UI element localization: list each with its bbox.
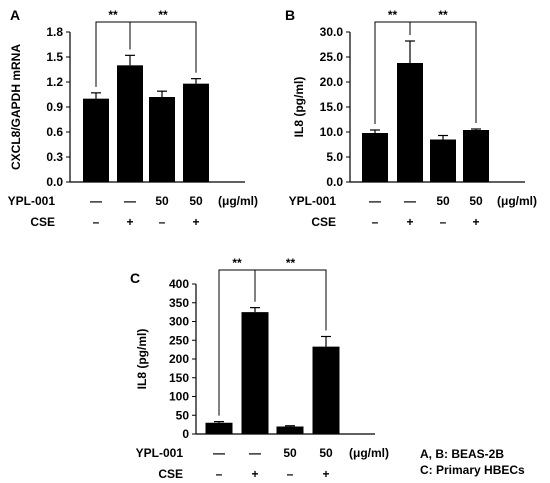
y-axis-label: IL8 (pg/ml): [292, 77, 306, 138]
treatment-cell: 50: [283, 446, 297, 460]
y-tick-label: 0.0: [46, 175, 63, 189]
y-tick-label: 0.0: [326, 175, 343, 189]
y-tick-label: 25.0: [320, 50, 344, 64]
significance-bracket: [129, 21, 197, 73]
legend-note-line-1: A, B: BEAS-2B: [420, 447, 504, 461]
y-tick-label: 0.9: [46, 100, 63, 114]
bar: [312, 346, 340, 434]
y-tick-label: 20.0: [320, 75, 344, 89]
treatment-cell: 50: [469, 194, 483, 208]
legend-note-line-2: C: Primary HBECs: [420, 463, 525, 477]
treatment-cell: –: [93, 215, 100, 229]
treatment-cell: +: [322, 467, 329, 481]
treatment-cell: +: [472, 215, 479, 229]
treatment-cell: +: [406, 215, 413, 229]
treatment-cell: —: [369, 194, 381, 208]
panel-letter: B: [285, 7, 295, 23]
bar: [205, 422, 233, 434]
panel-letter: C: [130, 270, 140, 286]
y-tick-label: 50: [176, 408, 190, 422]
y-tick-label: 150: [169, 371, 189, 385]
panel-a: A CXCL8/GAPDH mRNA 0.0 0.3 0.6 0.9 1.2 1.5 1.8 **…: [8, 7, 258, 229]
treatment-cell: –: [372, 215, 379, 229]
bar: [83, 98, 109, 182]
significance-label: **: [286, 256, 296, 270]
treatment-cell: 50: [189, 194, 203, 208]
y-tick-label: 100: [169, 390, 189, 404]
bar: [149, 97, 175, 182]
treatment-cell: +: [126, 215, 133, 229]
treatment-cell: –: [159, 215, 166, 229]
bar: [397, 63, 423, 182]
bar: [241, 312, 269, 434]
significance-bracket: [409, 21, 477, 123]
bar: [117, 65, 143, 182]
treatment-cell: —: [124, 194, 136, 208]
treatment-unit: (μg/ml): [349, 446, 389, 460]
bar: [183, 83, 209, 182]
treatment-row-label: CSE: [30, 215, 55, 229]
treatment-row-label: YPL-001: [289, 194, 337, 208]
significance-label: **: [158, 8, 168, 22]
significance-label: **: [438, 8, 448, 22]
panel-c: C IL8 (pg/ml) 0 50 100 150 200 250 300 350 400 ** **…: [130, 256, 389, 481]
treatment-row-label: CSE: [158, 467, 183, 481]
y-tick-label: 200: [169, 352, 189, 366]
bar: [276, 426, 304, 434]
y-tick-label: 250: [169, 333, 189, 347]
y-tick-label: 1.5: [46, 50, 63, 64]
y-tick-label: 0.6: [46, 125, 63, 139]
treatment-cell: —: [404, 194, 416, 208]
y-tick-label: 300: [169, 315, 189, 329]
cell-type-legend: A, B: BEAS-2B C: Primary HBECs: [420, 447, 525, 477]
bar: [430, 139, 456, 182]
treatment-row-label: YPL-001: [8, 194, 56, 208]
y-tick-label: 400: [169, 277, 189, 291]
y-axis-label: CXCL8/GAPDH mRNA: [9, 44, 23, 170]
treatment-cell: +: [251, 467, 258, 481]
y-tick-label: 10.0: [320, 125, 344, 139]
significance-label: **: [232, 256, 242, 270]
y-axis-label: IL8 (pg/ml): [135, 329, 149, 390]
y-tick-label: 30.0: [320, 25, 344, 39]
treatment-unit: (μg/ml): [218, 194, 258, 208]
y-tick-label: 0.3: [46, 150, 63, 164]
y-tick-label: 15.0: [320, 100, 344, 114]
y-tick-label: 350: [169, 296, 189, 310]
y-tick-label: 1.2: [46, 75, 63, 89]
treatment-cell: –: [216, 467, 223, 481]
y-tick-label: 5.0: [326, 150, 343, 164]
bar: [463, 130, 489, 182]
y-tick-label: 1.8: [46, 25, 63, 39]
significance-label: **: [108, 8, 118, 22]
treatment-row-label: CSE: [311, 215, 336, 229]
treatment-unit: (μg/ml): [497, 194, 537, 208]
treatment-row-label: YPL-001: [136, 446, 184, 460]
treatment-cell: 50: [319, 446, 333, 460]
bar: [362, 133, 388, 182]
treatment-cell: —: [213, 446, 225, 460]
panel-b: B IL8 (pg/ml) 0.0 5.0 10.0 15.0 20.0 25.0 30.0 **…: [285, 7, 537, 229]
treatment-cell: –: [287, 467, 294, 481]
treatment-cell: —: [249, 446, 261, 460]
treatment-cell: —: [90, 194, 102, 208]
significance-label: **: [388, 8, 398, 22]
treatment-cell: 50: [436, 194, 450, 208]
treatment-cell: –: [440, 215, 447, 229]
y-tick-label: 0: [182, 427, 189, 441]
treatment-cell: 50: [155, 194, 169, 208]
panel-letter: A: [10, 7, 20, 23]
treatment-cell: +: [192, 215, 199, 229]
significance-bracket: [254, 269, 327, 331]
